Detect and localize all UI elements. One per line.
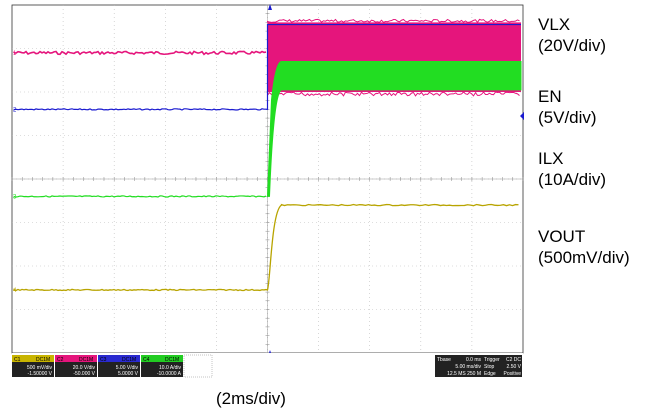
en-label: EN (5V/div): [538, 86, 597, 128]
timebase-per-div: 5.00 ms/div: [455, 364, 481, 370]
series-line: [13, 203, 519, 292]
channel-coupling: DC1M: [122, 357, 136, 363]
vout-label: VOUT (500mV/div): [538, 226, 630, 268]
en-scale: (5V/div): [538, 108, 597, 127]
channel-info-bg: [98, 362, 140, 377]
series-ripple-band: [266, 61, 522, 197]
channel-marker-vlx: 1: [13, 51, 17, 57]
trigger-slope: Positive: [503, 371, 521, 377]
channel-badge: C1: [14, 357, 21, 363]
series-vout: [13, 203, 519, 292]
channel-offset: 5.0000 V: [118, 371, 139, 377]
channel-markers: 1 2 3 4: [13, 51, 17, 294]
channel-badge: C2: [57, 357, 64, 363]
channel-marker-vout: 4: [13, 288, 17, 294]
channel-scale: 500 mV/div: [27, 365, 53, 371]
channel-coupling: DC1M: [165, 357, 179, 363]
channel-badge-bg: [98, 355, 140, 362]
trigger-edge: Edge: [484, 371, 496, 377]
channel-marker-en: 2: [13, 107, 17, 113]
trigger-label: Trigger: [484, 357, 500, 363]
vout-scale: (500mV/div): [538, 248, 630, 267]
series-ilx: [13, 61, 522, 198]
en-name: EN: [538, 87, 562, 106]
timebase-panel-bg: [435, 355, 522, 377]
channel-info-bg: [55, 362, 97, 377]
channel-offset: -1.50000 V: [28, 371, 53, 377]
channel-status-4: C4 DC1M 10.0 A/div-10.0000 A: [141, 355, 183, 377]
series-line-pre: [13, 50, 267, 56]
status-bar: C1 DC1M 500 mV/div-1.50000 V C2 DC1M 20.0 V/d…: [12, 353, 523, 379]
channel-badge-bg: [55, 355, 97, 362]
channel-offset: -10.0000 A: [157, 371, 182, 377]
timebase-sample-rate: 12.5 MS 250 M: [447, 371, 481, 377]
channel-coupling: DC1M: [36, 357, 50, 363]
channel-badge-bg: [12, 355, 54, 362]
channel-scale: 5.00 V/div: [116, 365, 139, 371]
trigger-position-marker: [268, 4, 272, 10]
channel-marker-ilx: 3: [13, 194, 17, 200]
channel-info-bg: [12, 362, 54, 377]
timebase-delay: 0.0 ms: [466, 357, 482, 363]
timebase-label-text: Tbase: [437, 357, 451, 363]
vlx-name: VLX: [538, 15, 571, 34]
traces: [13, 18, 522, 292]
series-band-top: [267, 18, 520, 24]
ilx-label: ILX (10A/div): [538, 148, 606, 190]
series-line: [13, 23, 521, 111]
vlx-label: VLX (20V/div): [538, 14, 606, 56]
timebase-label: (2ms/div): [216, 389, 286, 408]
channel-status-2: C2 DC1M 20.0 V/div-50.000 V: [55, 355, 97, 377]
channel-scale: 10.0 A/div: [159, 365, 181, 371]
channel-offset: -50.000 V: [73, 371, 95, 377]
vout-name: VOUT: [538, 227, 586, 246]
channel-scale: 20.0 V/div: [73, 365, 96, 371]
series-en: [13, 23, 521, 111]
ilx-scale: (10A/div): [538, 170, 607, 189]
trigger-level: 2.50 V: [507, 364, 522, 370]
channel-status-1: C1 DC1M 500 mV/div-1.50000 V: [12, 355, 54, 377]
ilx-name: ILX: [538, 149, 564, 168]
channel-badge: C4: [143, 357, 150, 363]
trigger-level-marker: [520, 112, 524, 120]
channel-coupling: DC1M: [79, 357, 93, 363]
empty-channel-slot: [183, 354, 213, 378]
channel-info-bg: [141, 362, 183, 377]
vlx-scale: (20V/div): [538, 36, 607, 55]
series-line-pre: [13, 195, 267, 198]
channel-badge-bg: [141, 355, 183, 362]
trigger-mode: Stop: [484, 364, 495, 370]
channel-badge: C3: [100, 357, 107, 363]
trigger-source: C2 DC: [506, 357, 521, 363]
series-band-bottom: [267, 91, 520, 97]
